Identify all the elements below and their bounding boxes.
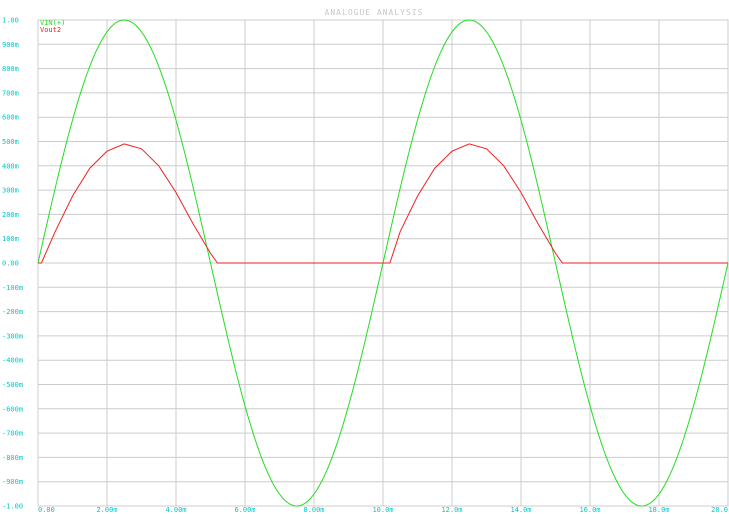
y-tick-label: -1.00	[2, 503, 23, 511]
y-tick-label: -400m	[2, 357, 23, 365]
x-tick-label: 2.00m	[96, 506, 117, 514]
chart-title: ANALOGUE ANALYSIS	[325, 8, 424, 17]
y-tick-label: 0.00	[2, 260, 19, 268]
series-line-vout2	[38, 143, 728, 264]
legend-entry: VIN(+)	[40, 19, 65, 27]
x-tick-label: 8.00m	[303, 506, 324, 514]
y-tick-label: -500m	[2, 381, 23, 389]
x-tick-label: 6.00m	[234, 506, 255, 514]
y-tick-label: 200m	[2, 211, 19, 219]
axis-labels: 1.00 900m 800m 700m 600m 500m 400m 300m 200m 100m…	[2, 17, 728, 514]
y-tick-label: 900m	[2, 41, 19, 49]
x-tick-label: 14.0m	[510, 506, 531, 514]
y-tick-label: 400m	[2, 162, 19, 170]
y-tick-label: 700m	[2, 89, 19, 97]
y-tick-label: -900m	[2, 478, 23, 486]
x-tick-label: 4.00m	[165, 506, 186, 514]
x-tick-label: 10.0m	[372, 506, 393, 514]
y-tick-label: -700m	[2, 430, 23, 438]
x-tick-label: 16.0m	[579, 506, 600, 514]
x-tick-label: 20.0	[711, 506, 728, 514]
series-layer	[37, 19, 729, 507]
y-tick-label: -200m	[2, 308, 23, 316]
y-tick-label: 300m	[2, 187, 19, 195]
y-tick-label: 500m	[2, 138, 19, 146]
y-tick-label: 600m	[2, 114, 19, 122]
y-tick-label: -300m	[2, 332, 23, 340]
y-tick-label: -600m	[2, 405, 23, 413]
y-tick-label: 100m	[2, 235, 19, 243]
x-tick-label: 0.00	[38, 506, 55, 514]
y-tick-label: -800m	[2, 454, 23, 462]
x-tick-label: 12.0m	[441, 506, 462, 514]
y-tick-label: 1.00	[2, 17, 19, 25]
x-tick-label: 18.0m	[648, 506, 669, 514]
legend: VIN(+)Vout2	[40, 19, 65, 34]
y-tick-label: -100m	[2, 284, 23, 292]
legend-entry: Vout2	[40, 26, 61, 34]
y-tick-label: 800m	[2, 65, 19, 73]
